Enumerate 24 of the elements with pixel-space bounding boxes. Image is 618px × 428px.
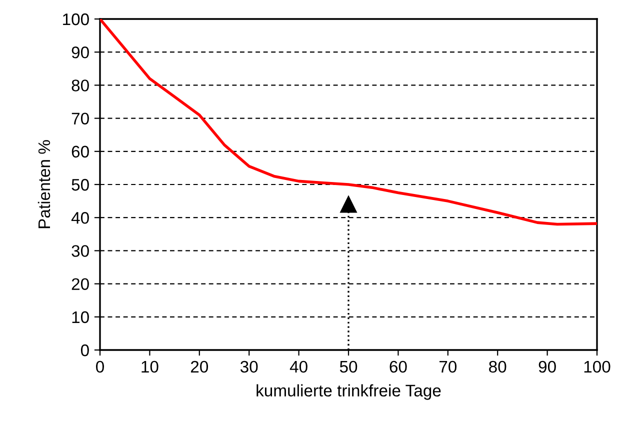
x-tick-label: 90 — [538, 360, 556, 373]
y-tick-label: 60 — [72, 146, 89, 158]
x-axis-title: kumulierte trinkfreie Tage — [256, 384, 441, 400]
y-axis-title: Patienten % — [38, 140, 50, 228]
x-tick-label: 70 — [439, 360, 457, 373]
x-tick-label: 50 — [340, 360, 358, 373]
x-tick-label: 60 — [390, 360, 407, 373]
x-tick-label: 10 — [142, 360, 158, 373]
y-tick-label: 70 — [72, 112, 89, 125]
y-tick-label: 50 — [72, 178, 89, 191]
x-tick-label: 100 — [584, 360, 610, 373]
x-tick-label: 40 — [290, 360, 308, 373]
y-tick-label: 80 — [72, 80, 89, 92]
y-tick-label: 90 — [72, 46, 89, 58]
x-tick-label: 30 — [240, 360, 258, 373]
y-tick-label: 40 — [71, 212, 89, 224]
x-tick-label: 0 — [96, 360, 104, 373]
y-tick-label: 20 — [72, 278, 89, 290]
y-tick-label: 30 — [72, 245, 89, 257]
x-tick-label: 20 — [190, 360, 208, 373]
x-tick-label: 80 — [489, 360, 506, 373]
y-tick-label: 100 — [63, 13, 89, 26]
y-tick-label: 10 — [72, 311, 89, 324]
y-tick-label: 0 — [80, 344, 89, 356]
